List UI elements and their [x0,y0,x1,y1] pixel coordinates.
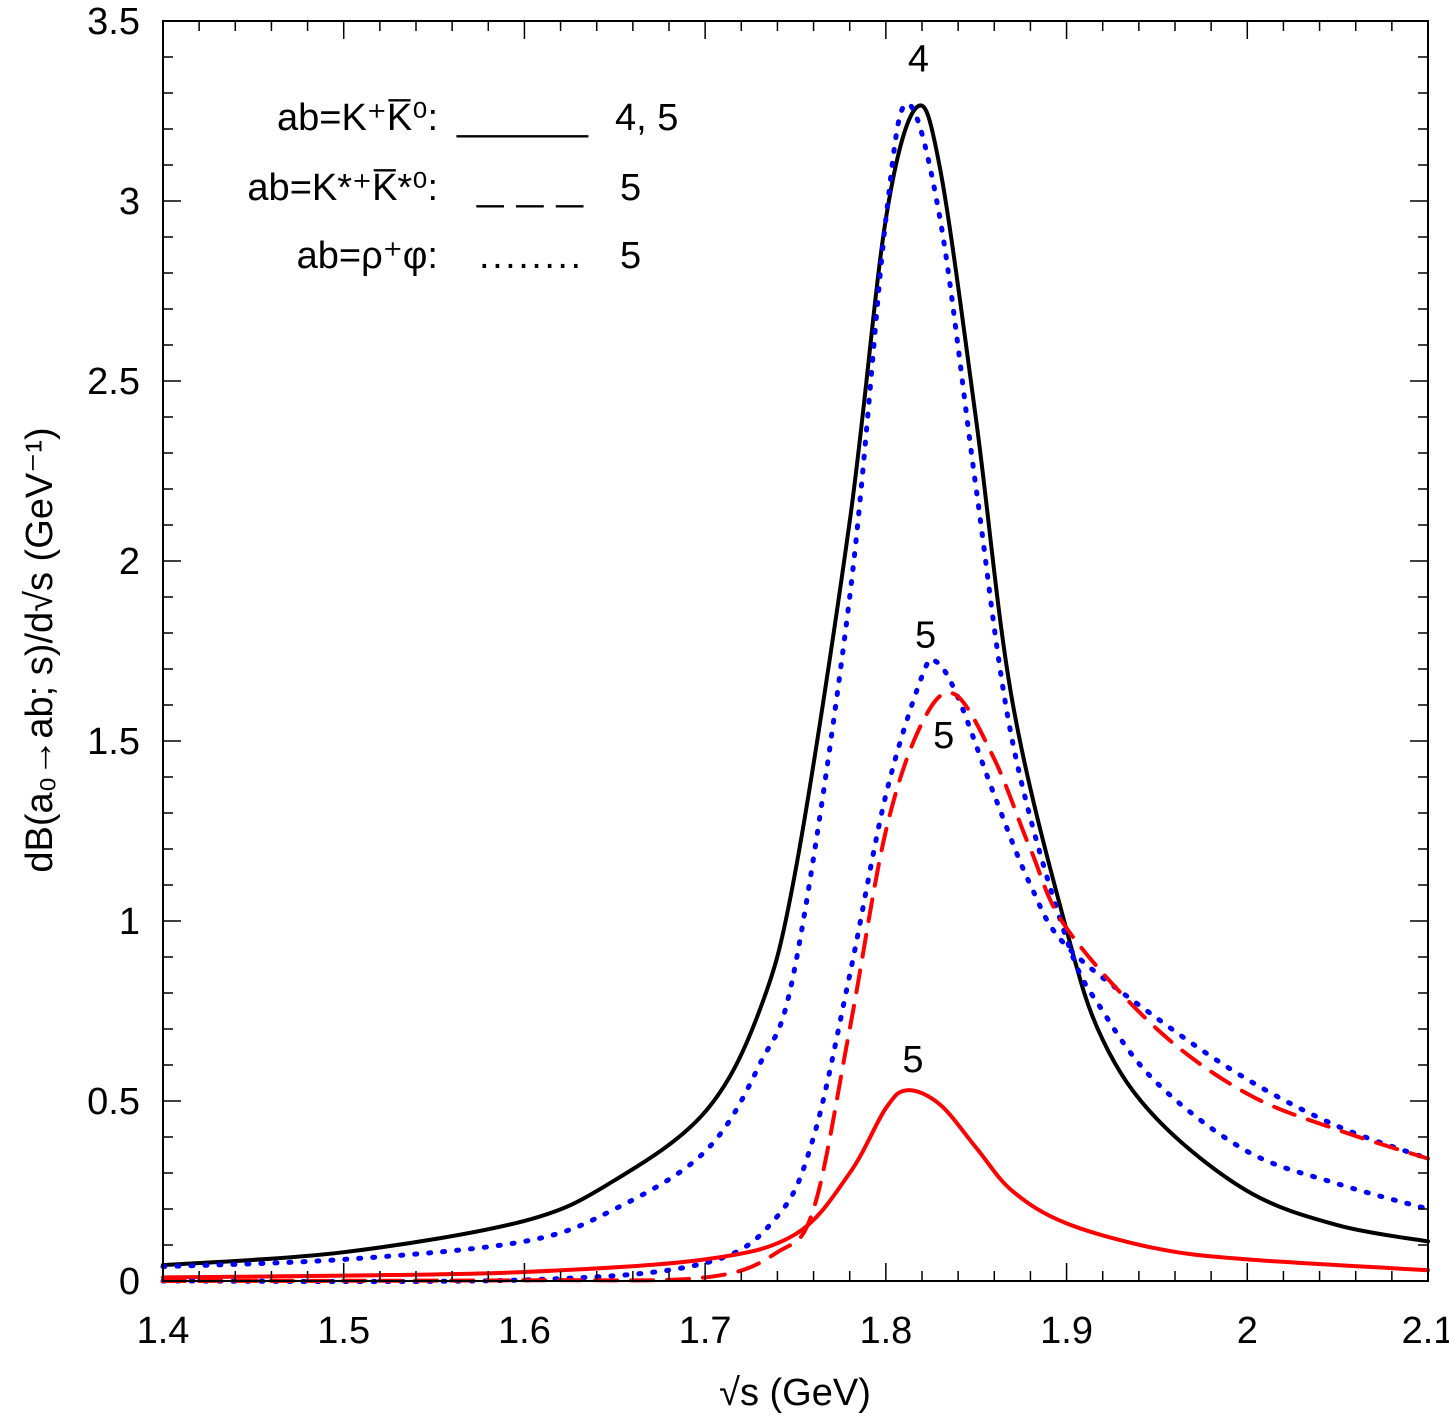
legend-refs: 4, 5 [615,97,678,139]
y-tick-label: 0.5 [87,1081,140,1123]
legend-label: ab=K⁺K̅⁰: [277,97,438,139]
legend-sample-dotted: ........ [479,235,581,277]
x-tick-label: 1.8 [859,1310,912,1352]
legend-label: ab=ρ⁺φ: [297,235,438,277]
legend-refs: 5 [620,167,641,209]
series-line-4 [161,1088,1430,1280]
y-tick-label: 1.5 [87,721,140,763]
y-tick-label: 2 [119,541,140,583]
series-line-0 [161,103,1430,1268]
y-tick-label: 3.5 [87,1,140,43]
curve-annotation: 4 [908,38,929,80]
y-tick-label: 2.5 [87,361,140,403]
series-line-1 [160,101,1431,1270]
annotations: 4 5 5 5 [902,38,954,1081]
curves [160,101,1431,1285]
x-tick-label: 1.6 [498,1310,551,1352]
x-tick-label: 1.5 [317,1310,370,1352]
curve-annotation: 5 [933,715,954,757]
plot-frame [162,20,1429,1282]
x-axis-label: √s (GeV) [719,1372,871,1414]
legend-refs: 5 [620,235,641,277]
y-tick-label: 1 [119,901,140,943]
x-tick-label: 1.9 [1040,1310,1093,1352]
legend-sample-solid: ______ [456,97,589,139]
legend-sample-dashed: _ _ _ [476,167,584,209]
x-tick-label: 2.1 [1402,1310,1449,1352]
legend-label: ab=K*⁺K̅*⁰: [247,167,438,209]
x-tick-label: 2 [1237,1310,1258,1352]
legend: ab=K⁺K̅⁰: ______ 4, 5 ab=K*⁺K̅*⁰: _ _ _ … [247,97,678,277]
axis-ticks: 1.4 1.5 1.6 1.7 1.8 1.9 2 2.1 0 0.5 1 1.5 2 2.5 3 3.5 [87,1,1449,1352]
y-axis-label: dB(a₀→ab; s)/d√s (GeV⁻¹) [19,427,61,872]
curve-annotation: 5 [902,1039,923,1081]
y-tick-label: 3 [119,181,140,223]
x-tick-label: 1.7 [679,1310,732,1352]
y-tick-label: 0 [119,1261,140,1303]
series-line-2 [160,656,1431,1285]
series-line-3 [161,690,1430,1283]
x-tick-label: 1.4 [137,1310,190,1352]
curve-annotation: 5 [915,614,936,656]
